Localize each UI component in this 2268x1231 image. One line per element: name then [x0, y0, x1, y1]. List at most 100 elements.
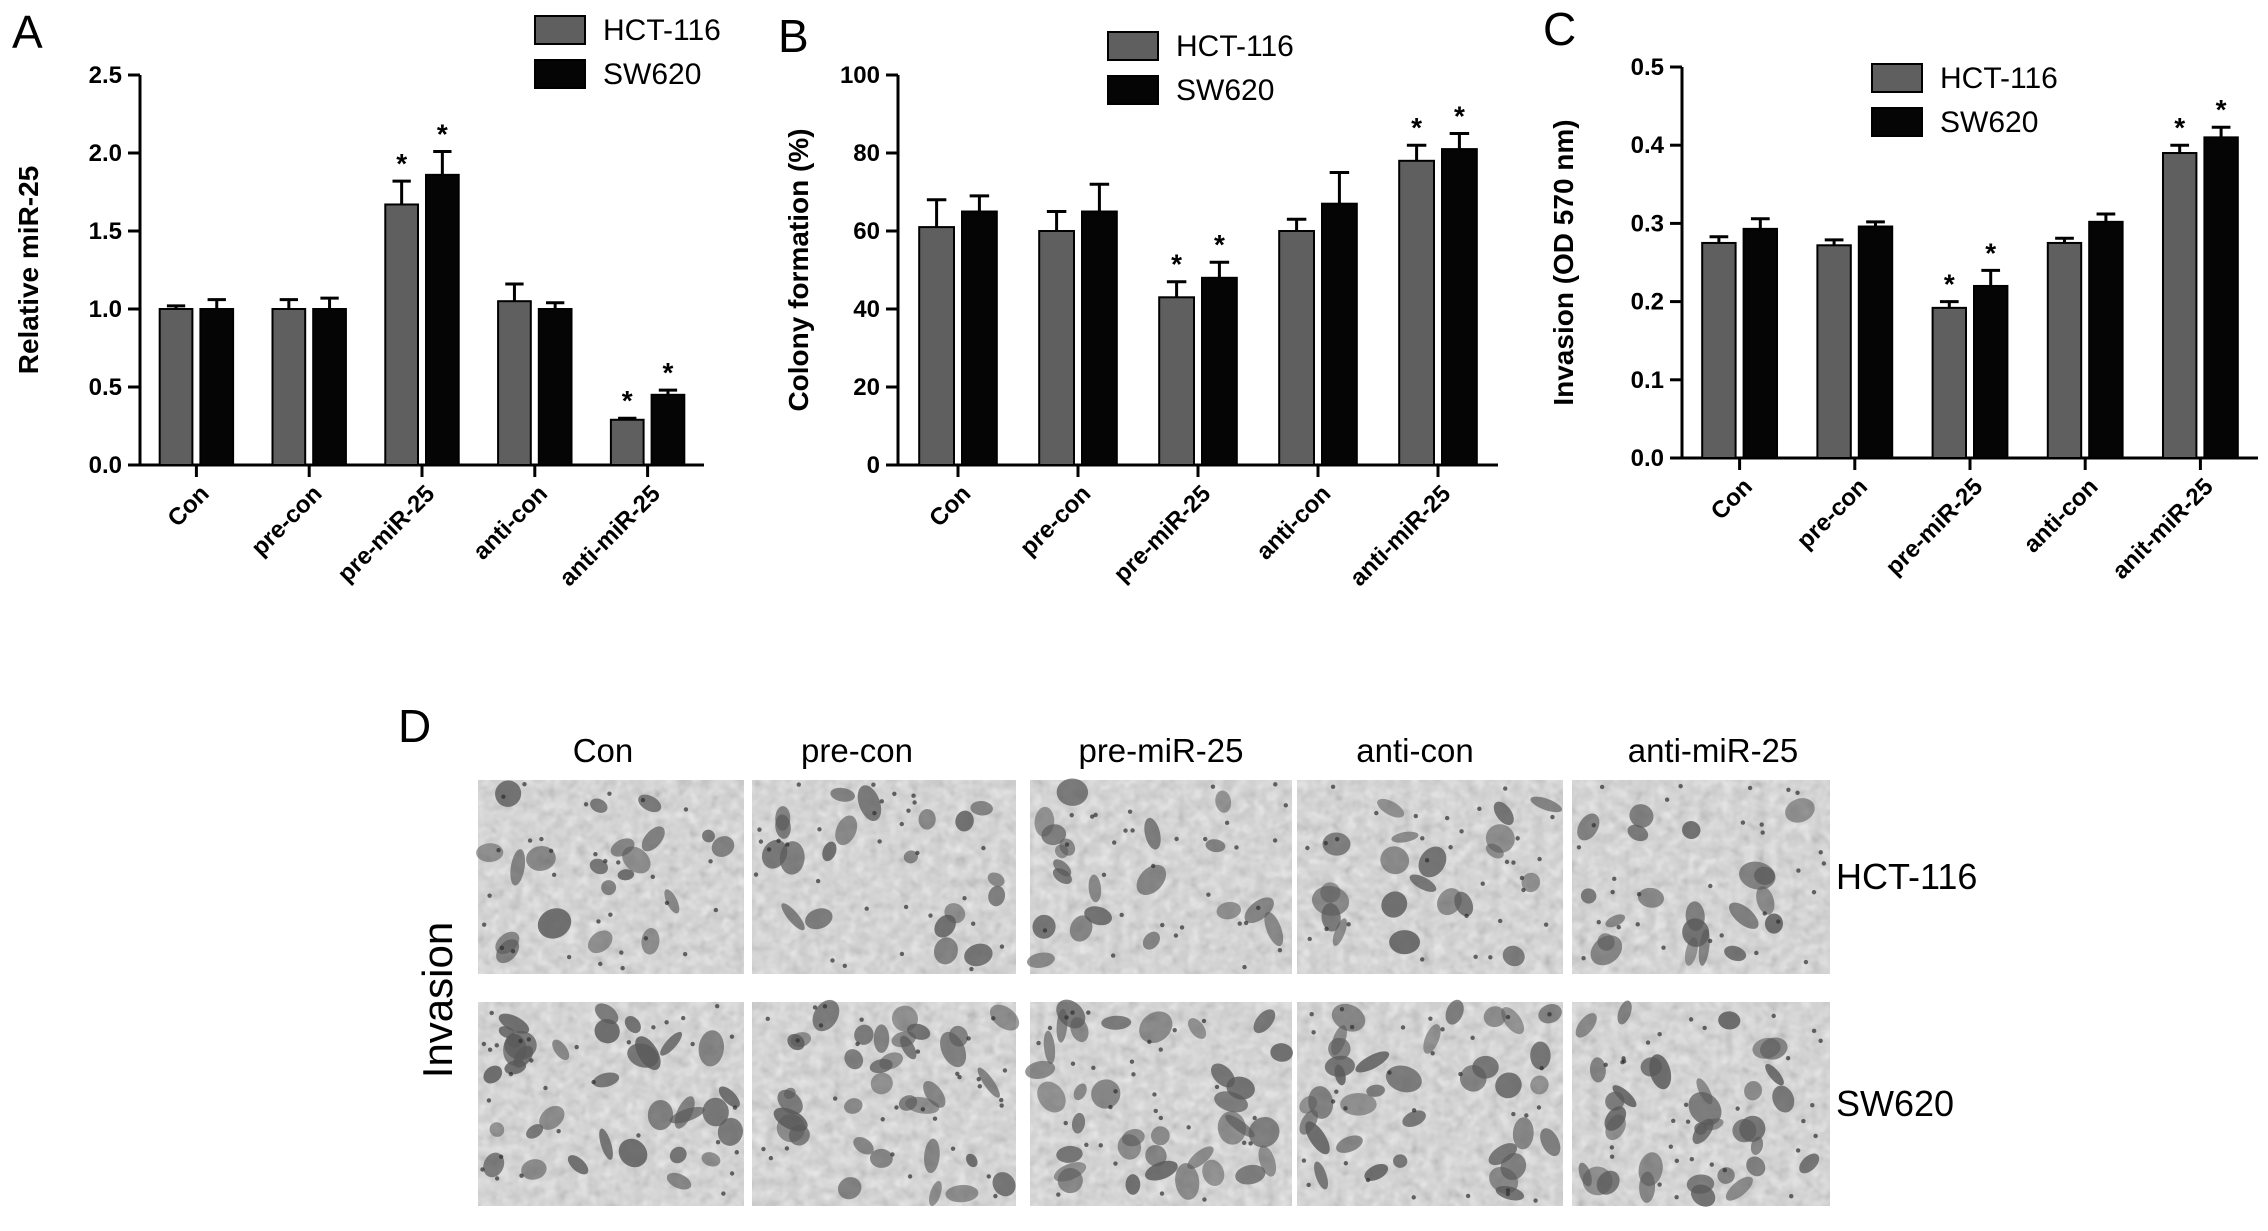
membrane-pore [950, 1146, 956, 1151]
stained-cell [1785, 798, 1815, 823]
stained-cell [483, 1152, 505, 1178]
membrane-pore [1708, 883, 1713, 889]
membrane-pore [795, 1038, 800, 1043]
bar-sw620 [1857, 225, 1894, 459]
membrane-pore [1150, 863, 1156, 869]
stained-cell [1258, 1145, 1277, 1177]
stained-cell [537, 908, 572, 939]
stained-cell [1640, 1057, 1663, 1077]
membrane-pore [1550, 814, 1555, 820]
membrane-pore [1465, 1193, 1471, 1199]
membrane-pore [1173, 933, 1179, 938]
membrane-pore [486, 1098, 492, 1103]
stained-cell [666, 1172, 692, 1190]
membrane-pore [1668, 1144, 1674, 1149]
membrane-pore [1070, 1061, 1076, 1066]
membrane-pore [1093, 812, 1098, 818]
stained-cell [1332, 918, 1347, 946]
membrane-pore [911, 793, 916, 798]
membrane-pore [732, 1105, 738, 1110]
x-tick-label: pre-con [1015, 480, 1096, 561]
stained-cell [853, 1137, 874, 1155]
stained-cell [641, 826, 665, 852]
membrane-pore [1635, 922, 1640, 927]
stained-cell [830, 787, 855, 802]
membrane-pore [598, 961, 603, 967]
stained-cell [1530, 796, 1563, 813]
membrane-pore [784, 1146, 790, 1151]
stained-cell [521, 1159, 547, 1180]
membrane-pore [494, 1043, 499, 1048]
y-tick-label: 0.3 [1631, 210, 1664, 237]
stained-cell [589, 858, 609, 875]
stained-cell [1121, 1129, 1145, 1147]
membrane-pore [986, 1174, 991, 1179]
chart-panel-B: B 0 20 40 60 80 100 Colony formation (%) Con pre-… [778, 10, 1498, 592]
membrane-pore [1440, 1027, 1445, 1032]
stained-cell [1380, 846, 1410, 875]
membrane-pore [1248, 1141, 1253, 1146]
stained-cell [1037, 1081, 1066, 1113]
membrane-pore [1533, 1198, 1538, 1203]
micrograph-column-label: pre-miR-25 [1078, 732, 1243, 769]
membrane-pore [574, 1044, 579, 1050]
stained-cell [906, 1023, 931, 1040]
bar-sw620 [2203, 136, 2239, 459]
membrane-pore [1444, 815, 1450, 821]
membrane-pore [880, 1117, 885, 1122]
stained-cell [504, 1060, 527, 1075]
membrane-pore [1811, 1028, 1817, 1034]
membrane-pore [620, 965, 625, 971]
stained-cell [1502, 945, 1525, 967]
membrane-pore [1464, 913, 1469, 918]
membrane-pore [776, 838, 781, 843]
membrane-pore [993, 1193, 998, 1199]
membrane-pore [1599, 784, 1605, 790]
stained-cell [944, 903, 966, 924]
membrane-pore [1470, 1035, 1475, 1041]
panel-d: D Con pre-con pre-miR-25 anti-con anti-miR-25… [398, 700, 1977, 1207]
membrane-pore [1002, 1068, 1008, 1073]
membrane-pore [1234, 845, 1239, 850]
y-axis-label: Invasion (OD 570 nm) [1548, 119, 1579, 405]
stained-cell [1244, 897, 1274, 924]
stained-cell [1052, 868, 1072, 885]
membrane-pore [1179, 925, 1185, 930]
stained-cell [1637, 887, 1664, 908]
membrane-pore [713, 907, 719, 913]
bar-sw620 [1742, 227, 1779, 459]
membrane-pore [962, 896, 967, 901]
y-tick-label: 0.4 [1631, 132, 1665, 159]
membrane-pore [494, 1176, 500, 1181]
membrane-pore [1759, 822, 1764, 827]
membrane-pore [1330, 1099, 1336, 1104]
stained-cell [1423, 1024, 1441, 1054]
membrane-pore [1636, 892, 1642, 897]
membrane-pore [1621, 1056, 1626, 1061]
membrane-pore [1242, 964, 1247, 970]
membrane-pore [1343, 1106, 1348, 1111]
legend-swatch [534, 15, 586, 45]
stained-cell [1187, 1146, 1214, 1170]
bar-hct116 [497, 300, 532, 467]
membrane-pore [1678, 783, 1683, 789]
stained-cell [1188, 1018, 1207, 1039]
x-tick-label: Con [163, 480, 215, 532]
x-tick-label: anti-con [468, 480, 553, 565]
membrane-pore [729, 1171, 735, 1176]
membrane-pore [526, 1037, 532, 1042]
membrane-pore [1101, 872, 1107, 878]
membrane-pore [1785, 1055, 1791, 1061]
membrane-pore [928, 913, 933, 918]
membrane-pore [877, 839, 882, 844]
membrane-pore [1202, 1197, 1207, 1202]
membrane-pore [1119, 912, 1124, 918]
membrane-pore [899, 821, 904, 827]
legend-label: HCT-116 [1176, 30, 1294, 63]
x-tick-label: Con [1706, 473, 1758, 525]
bar-hct116 [1931, 306, 1968, 459]
stained-cell [1725, 1176, 1753, 1201]
stained-cell [599, 1128, 613, 1160]
stained-cell [1437, 888, 1462, 916]
membrane-pore [1504, 859, 1510, 865]
